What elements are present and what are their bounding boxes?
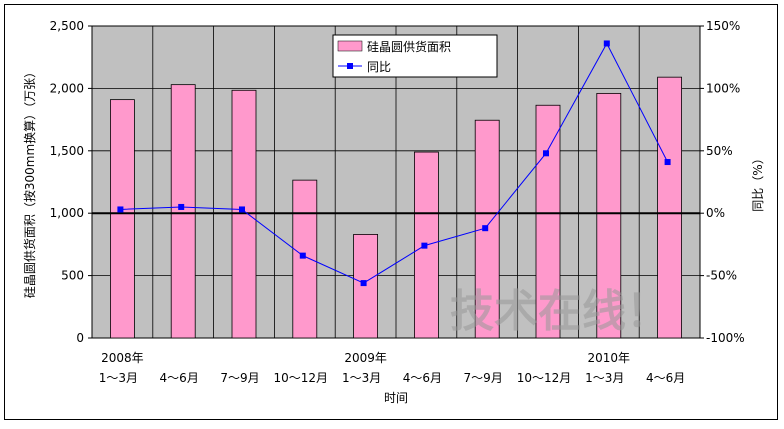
x-year-label: 2009年 <box>344 351 387 365</box>
x-tick-label: 7～9月 <box>220 371 259 385</box>
x-year-label: 2010年 <box>588 351 631 365</box>
legend-bar-swatch <box>337 40 363 52</box>
yoy-point <box>543 150 549 157</box>
yoy-line <box>120 42 669 284</box>
x-tick-label: 4～6月 <box>403 371 442 385</box>
x-tick-label: 4～6月 <box>160 371 199 385</box>
bar <box>657 76 682 339</box>
yoy-point <box>482 225 489 232</box>
x-tick-label: 10～12月 <box>274 371 329 385</box>
bar <box>292 179 318 339</box>
x-tick-label: 7～9月 <box>464 371 503 385</box>
yoy-point <box>603 40 610 47</box>
x-axis-title: 时间 <box>384 391 408 405</box>
watermark: 技术在线！ <box>450 286 670 337</box>
y2-tick-label: 50% <box>706 144 733 158</box>
x-year-label: 2008年 <box>101 351 144 365</box>
yoy-point <box>239 206 245 213</box>
bar <box>110 99 135 339</box>
y2-axis-title: 同比（%） <box>751 152 765 211</box>
x-tick-label: 1～3月 <box>99 371 138 385</box>
x-tick-label: 10～12月 <box>517 371 572 385</box>
yoy-point <box>664 159 671 166</box>
legend-line-label: 同比 <box>367 60 391 74</box>
y2-tick-label: 150% <box>706 19 740 33</box>
legend: 硅晶圆供货面积 同比 <box>332 34 498 78</box>
y-axis-title: 硅晶圆供货面积（按300mm换算）（万张） <box>22 66 37 298</box>
x-tick-label: 4～6月 <box>646 371 685 385</box>
legend-line-marker <box>347 63 353 69</box>
bar <box>353 234 379 339</box>
y-tick-label: 1,500 <box>50 144 84 158</box>
y2-tick-label: 100% <box>706 81 740 95</box>
yoy-point <box>421 242 428 249</box>
bar <box>596 92 622 339</box>
y-tick-label: 500 <box>61 269 84 283</box>
yoy-point <box>299 252 306 259</box>
y2-tick-label: -100% <box>706 331 745 345</box>
y-tick-label: 1,000 <box>50 206 84 220</box>
yoy-point <box>178 203 185 210</box>
yoy-point <box>360 280 367 287</box>
legend-bar-label: 硅晶圆供货面积 <box>367 39 451 54</box>
y-tick-label: 0 <box>76 331 84 345</box>
bar <box>535 104 561 339</box>
bar <box>170 84 196 339</box>
x-tick-label: 1～3月 <box>342 371 381 385</box>
x-tick-label: 1～3月 <box>585 371 624 385</box>
y-tick-label: 2,000 <box>50 81 84 95</box>
y2-tick-label: -50% <box>706 269 737 283</box>
y2-tick-label: 0% <box>706 206 725 220</box>
yoy-point <box>117 206 124 213</box>
y-tick-label: 2,500 <box>50 19 84 33</box>
